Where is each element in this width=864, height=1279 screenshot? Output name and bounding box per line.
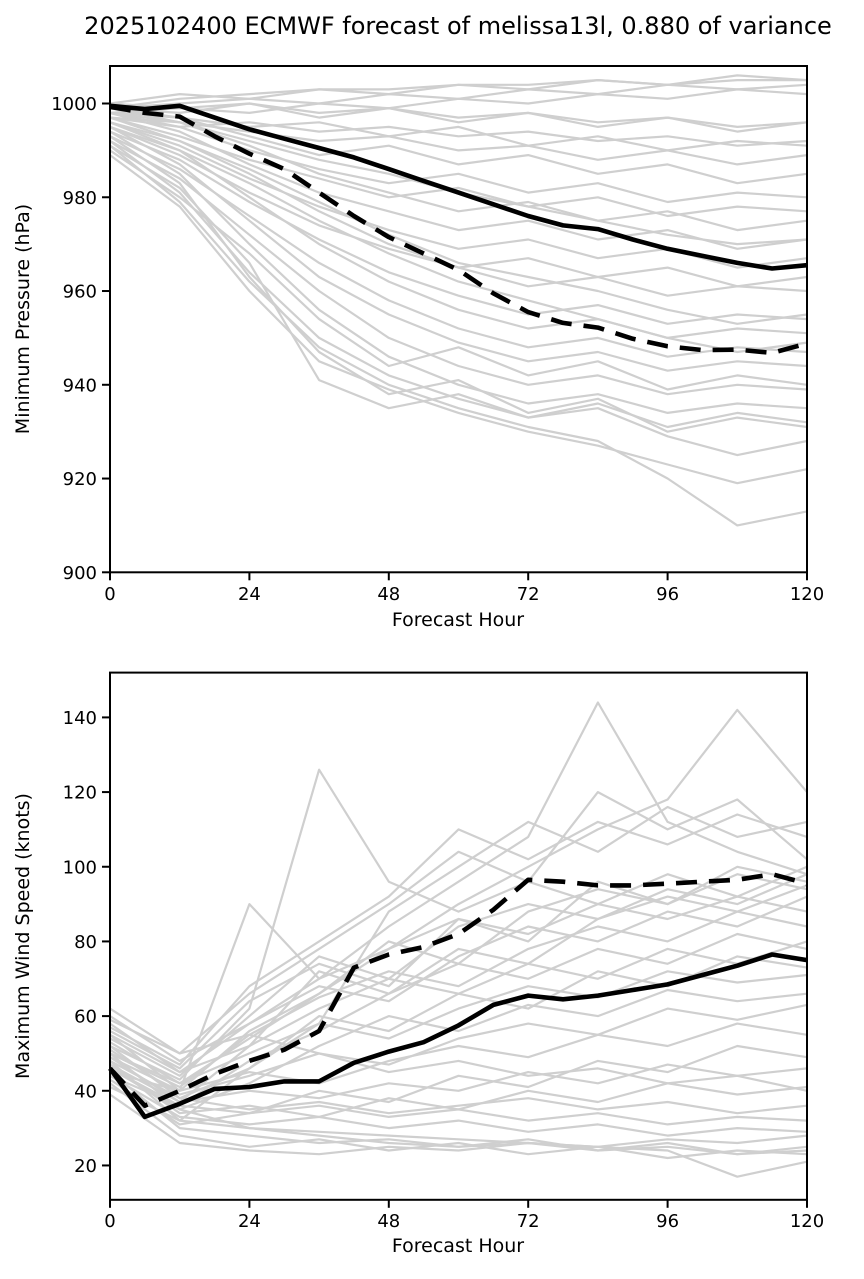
pressure-ensemble-member-line [109, 111, 808, 250]
pressure-ensemble-member-line [109, 140, 808, 396]
pressure-ensemble-member-line [109, 140, 808, 457]
wind-x-tick-label: 72 [517, 1211, 540, 1232]
pressure-y-tick-label: 1000 [51, 94, 97, 115]
wind-axes-box [109, 671, 808, 1201]
pressure-ensemble-member-line [109, 88, 808, 115]
figure-title: 2025102400 ECMWF forecast of melissa13l,… [84, 12, 832, 40]
wind-y-tick-label: 20 [74, 1156, 97, 1177]
pressure-ensemble-member-line [109, 107, 808, 232]
pressure-ensemble-member-line [109, 121, 808, 339]
pressure-ensemble-member-line [109, 130, 808, 414]
pressure-y-tick-label: 980 [63, 188, 97, 209]
pressure-x-tick-label: 120 [790, 584, 824, 605]
pressure-ensemble-member-line [109, 111, 808, 204]
wind-y-axis-label: Maximum Wind Speed (knots) [12, 793, 34, 1079]
pressure-y-tick-label: 920 [63, 469, 97, 490]
wind-ensemble-member-line [109, 940, 808, 1074]
pressure-ensemble-member-line [109, 125, 808, 354]
pressure-x-tick-label: 48 [377, 584, 400, 605]
pressure-y-axis-label: Minimum Pressure (hPa) [12, 204, 34, 434]
pressure-ensemble-member-line [109, 74, 808, 105]
wind-y-tick-label: 140 [63, 708, 97, 729]
pressure-dashed-forecast-line [109, 104, 808, 356]
wind-y-tick-label: 80 [74, 932, 97, 953]
pressure-ensemble-member-line [109, 154, 808, 485]
wind-y-tick-label: 100 [63, 857, 97, 878]
pressure-chart: 0 24 48 72 96 120 900 920 940 960 980 1000 Minimum … [12, 65, 824, 631]
wind-ensemble-member-line [109, 1045, 808, 1115]
wind-ensemble-mean-line [108, 952, 808, 1120]
pressure-ensemble-member-line [109, 130, 808, 325]
wind-x-axis-label: Forecast Hour [392, 1235, 524, 1257]
pressure-ensemble-mean-line [109, 103, 808, 271]
pressure-y-tick-label: 960 [63, 282, 97, 303]
pressure-x-tick-label: 24 [238, 584, 261, 605]
wind-ensemble-member-line [109, 988, 808, 1111]
pressure-axes: 0 24 48 72 96 120 900 920 940 960 980 1000 [51, 65, 824, 605]
pressure-x-tick-label: 72 [517, 584, 540, 605]
wind-main-lines [108, 871, 808, 1120]
wind-ensemble-member-line [109, 1056, 808, 1104]
wind-ensemble-member-line [109, 1003, 808, 1096]
pressure-x-tick-label: 0 [104, 584, 115, 605]
wind-ensemble-member-line [109, 1044, 808, 1126]
pressure-x-tick-label: 96 [656, 584, 679, 605]
wind-ensemble-member-line [109, 1074, 808, 1137]
pressure-ensemble-member-line [109, 116, 808, 166]
wind-x-tick-label: 48 [377, 1211, 400, 1232]
wind-ensemble-member-line [109, 1093, 808, 1156]
pressure-ensemble-member-line [109, 107, 808, 185]
pressure-ensemble-member-line [109, 116, 808, 218]
pressure-ensemble-member-line [109, 144, 808, 527]
wind-ensemble-member-line [109, 884, 808, 1104]
pressure-ensemble-member-line [109, 125, 808, 372]
pressure-ensemble-member-line [109, 135, 808, 358]
wind-y-tick-label: 40 [74, 1081, 97, 1102]
wind-x-tick-label: 96 [656, 1211, 679, 1232]
wind-axes: 0 24 48 72 96 120 20 40 60 80 100 120 140 [63, 671, 824, 1232]
pressure-x-axis-label: Forecast Hour [392, 609, 524, 631]
wind-ensemble-member-line [109, 1060, 808, 1178]
pressure-ensemble-member-line [109, 121, 808, 325]
wind-x-tick-label: 120 [790, 1211, 824, 1232]
pressure-ensemble-member-line [109, 102, 808, 129]
wind-ensemble-member-line [109, 873, 808, 1092]
wind-ensemble-member-line [109, 768, 808, 1081]
pressure-y-tick-label: 900 [63, 563, 97, 584]
wind-ensemble-member-line [109, 805, 808, 1122]
wind-ensemble-member-line [109, 1082, 808, 1160]
pressure-ensemble-member-line [109, 149, 808, 391]
wind-ensemble-member-line [109, 1007, 808, 1092]
wind-x-tick-label: 24 [238, 1211, 261, 1232]
pressure-ensemble-members [109, 74, 808, 527]
wind-ensemble-members [109, 701, 808, 1178]
wind-y-tick-label: 120 [63, 783, 97, 804]
wind-ensemble-member-line [109, 790, 808, 1055]
pressure-ensemble-member-line [109, 144, 808, 429]
pressure-ensemble-member-line [109, 116, 808, 297]
wind-x-tick-label: 0 [104, 1211, 115, 1232]
wind-ensemble-member-line [109, 1063, 808, 1119]
pressure-axes-box [109, 65, 808, 574]
wind-ensemble-member-line [109, 701, 808, 1074]
pressure-ensemble-member-line [109, 102, 808, 133]
wind-dashed-forecast-line [108, 871, 808, 1108]
pressure-main-lines [109, 103, 808, 356]
wind-ensemble-member-line [109, 708, 808, 1085]
wind-y-tick-label: 60 [74, 1007, 97, 1028]
pressure-y-tick-label: 940 [63, 375, 97, 396]
wind-chart: 0 24 48 72 96 120 20 40 60 80 100 120 140 Maximum Wi… [12, 671, 824, 1257]
wind-ensemble-member-line [109, 895, 808, 1092]
